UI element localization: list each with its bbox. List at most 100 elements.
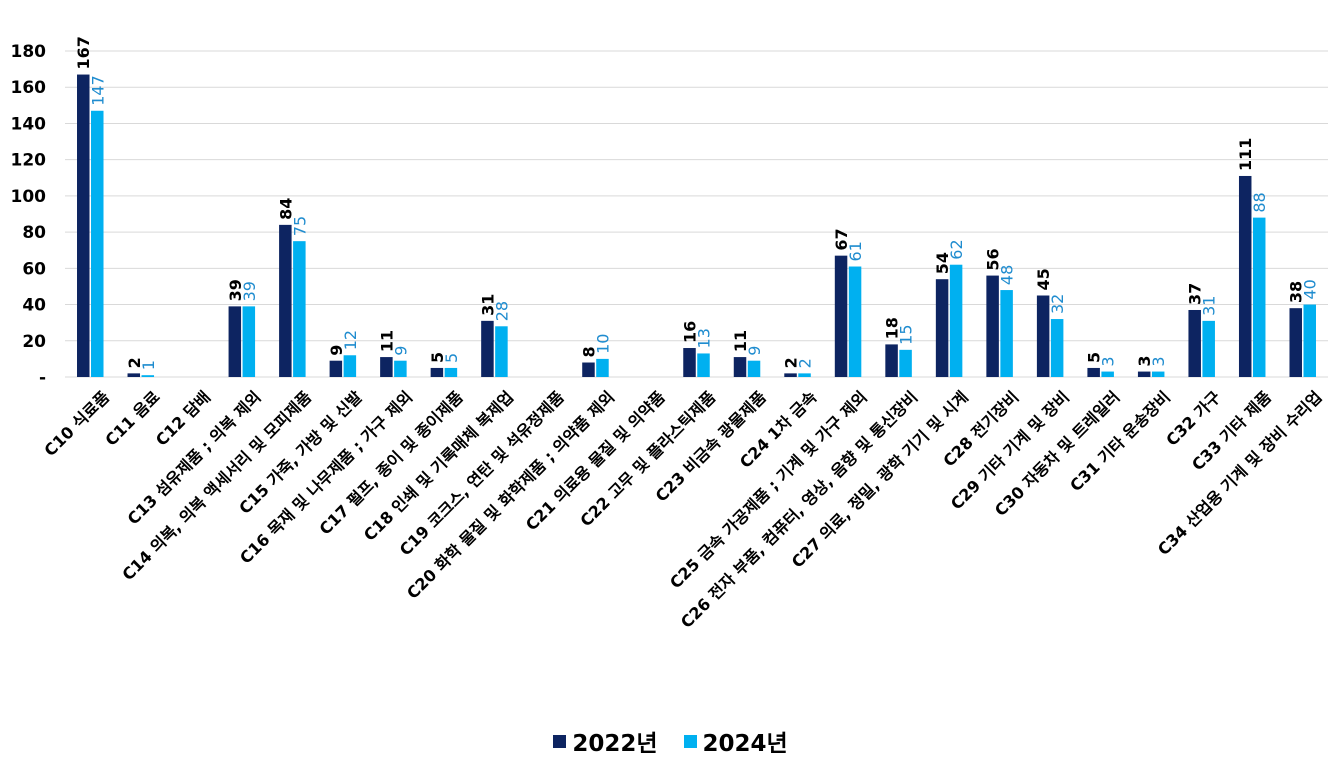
data-label-2022: 5 bbox=[428, 352, 447, 363]
data-label-2022: 31 bbox=[478, 294, 497, 316]
bar-2022 bbox=[1289, 308, 1302, 377]
bar-2024 bbox=[798, 373, 811, 377]
data-label-2024: 75 bbox=[290, 216, 309, 236]
data-label-2022: 9 bbox=[327, 345, 346, 356]
y-tick-label: 60 bbox=[22, 259, 46, 279]
data-label-2022: 16 bbox=[681, 321, 700, 343]
data-label-2022: 11 bbox=[731, 330, 750, 352]
bar-2024 bbox=[949, 264, 963, 377]
bar-2022 bbox=[885, 344, 898, 377]
data-label-2022: 56 bbox=[984, 248, 1003, 270]
bar-2022 bbox=[228, 306, 242, 377]
data-label-2022: 84 bbox=[276, 198, 295, 220]
data-label-2022: 111 bbox=[1236, 138, 1255, 171]
bar-2024 bbox=[1000, 290, 1013, 377]
y-tick-label: - bbox=[39, 368, 46, 388]
y-tick-label: 160 bbox=[11, 78, 47, 98]
data-label-2024: 9 bbox=[745, 346, 764, 356]
bar-2024 bbox=[1303, 304, 1316, 377]
bar-2022 bbox=[380, 357, 393, 377]
data-label-2022: 18 bbox=[883, 317, 902, 339]
bar-2022 bbox=[1137, 371, 1151, 377]
data-label-2024: 10 bbox=[593, 334, 612, 354]
y-tick-label: 80 bbox=[22, 223, 46, 243]
y-axis: - 20 40 60 80 100 120 140 160 180 bbox=[11, 42, 47, 388]
x-tick-label: C11 음료 bbox=[101, 387, 163, 449]
data-label-2022: 2 bbox=[125, 357, 144, 368]
data-label-2022: 38 bbox=[1287, 281, 1306, 303]
bar-2022 bbox=[1087, 367, 1100, 377]
bar-2024 bbox=[1151, 371, 1165, 377]
data-label-2024: 2 bbox=[796, 358, 815, 368]
data-label-2024: 62 bbox=[947, 239, 966, 259]
data-label-2024: 9 bbox=[391, 346, 410, 356]
data-label-2024: 48 bbox=[998, 265, 1017, 285]
data-label-2022: 11 bbox=[377, 330, 396, 352]
bar-2022 bbox=[986, 275, 999, 377]
bar-2024 bbox=[141, 375, 155, 377]
bar-2022 bbox=[784, 373, 797, 377]
data-label-2024: 3 bbox=[1149, 356, 1168, 366]
bar-2022 bbox=[481, 320, 494, 377]
data-label-2024: 88 bbox=[1250, 192, 1269, 212]
bar-2024 bbox=[596, 358, 609, 377]
y-tick-label: 20 bbox=[22, 332, 46, 352]
bar-2024 bbox=[91, 110, 104, 378]
data-label-2024: 40 bbox=[1301, 279, 1320, 299]
bar-2022 bbox=[582, 362, 595, 377]
data-label-2024: 1 bbox=[139, 360, 158, 370]
data-label-2024: 39 bbox=[240, 281, 259, 301]
legend-item-2024: 2024년 bbox=[683, 724, 788, 758]
data-label-2024: 3 bbox=[1099, 356, 1118, 366]
y-tick-label: 120 bbox=[11, 151, 47, 171]
data-label-2024: 61 bbox=[846, 241, 865, 261]
legend: 2022년 2024년 bbox=[0, 724, 1341, 758]
data-label-2022: 5 bbox=[1085, 352, 1104, 363]
data-label-2022: 2 bbox=[782, 357, 801, 368]
y-tick-label: 100 bbox=[11, 187, 47, 207]
bar-2024 bbox=[848, 266, 862, 377]
bar-2024 bbox=[444, 367, 458, 377]
bar-2024 bbox=[1050, 319, 1064, 377]
data-label-2024: 15 bbox=[897, 324, 916, 344]
legend-swatch-2024 bbox=[683, 734, 697, 748]
data-label-2022: 167 bbox=[74, 36, 93, 69]
bar-2024 bbox=[394, 360, 407, 377]
bar-2022 bbox=[733, 357, 747, 377]
bar-2022 bbox=[329, 360, 343, 377]
bar-2024 bbox=[747, 360, 761, 377]
data-label-2022: 8 bbox=[579, 346, 598, 357]
x-tick-label: C10 식료품 bbox=[40, 387, 113, 460]
bar-2022 bbox=[1238, 175, 1252, 377]
data-label-2022: 67 bbox=[832, 228, 851, 250]
data-label-2024: 28 bbox=[492, 301, 511, 321]
bar-2024 bbox=[697, 353, 710, 377]
bar-2022 bbox=[430, 367, 444, 377]
data-label-2022: 54 bbox=[933, 252, 952, 274]
bar-2024 bbox=[495, 326, 508, 377]
bar-2024 bbox=[1101, 371, 1114, 377]
bar-2024 bbox=[899, 349, 912, 377]
data-label-2024: 13 bbox=[695, 328, 714, 348]
data-label-2024: 32 bbox=[1048, 294, 1067, 314]
data-label-2022: 3 bbox=[1135, 355, 1154, 366]
gridlines bbox=[65, 50, 1328, 378]
bar-2024 bbox=[1202, 320, 1215, 377]
legend-swatch-2022 bbox=[553, 734, 567, 748]
bar-2022 bbox=[1188, 309, 1201, 377]
x-tick-label: C26 전자 부품, 컴퓨터, 영상, 음향 및 통신장비 bbox=[677, 387, 921, 631]
legend-label-2022: 2022년 bbox=[572, 731, 658, 757]
y-tick-label: 180 bbox=[11, 42, 47, 62]
bar-2024 bbox=[343, 355, 357, 377]
data-label-2024: 12 bbox=[341, 330, 360, 350]
y-tick-label: 140 bbox=[11, 114, 47, 134]
legend-item-2022: 2022년 bbox=[553, 724, 658, 758]
data-label-2024: 31 bbox=[1200, 295, 1219, 315]
bar-2022 bbox=[127, 373, 141, 377]
bar-2024 bbox=[242, 306, 256, 377]
data-label-2022: 45 bbox=[1034, 268, 1053, 290]
bar-2024 bbox=[1252, 217, 1266, 377]
